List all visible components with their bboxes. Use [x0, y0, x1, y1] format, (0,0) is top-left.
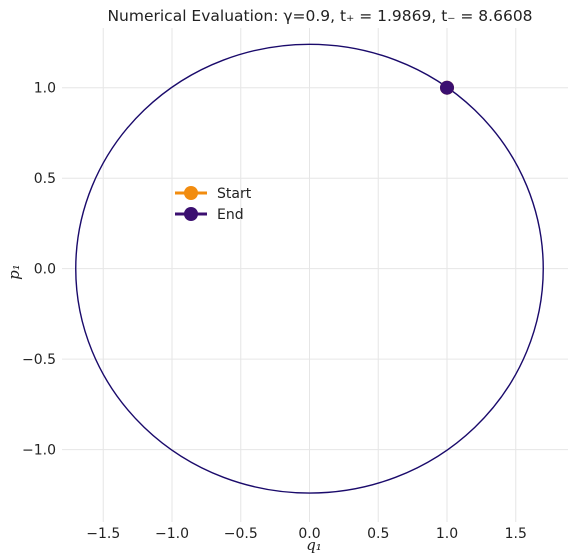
y-tick-label: 1.0	[34, 81, 56, 97]
legend-start-marker	[184, 186, 198, 200]
y-tick-label: −0.5	[22, 352, 56, 368]
tick-labels: −1.5 −1.0 −0.5 0.0 0.5 1.0 1.5 −1.0 −0.5 0.0 0.5 1.…	[22, 81, 527, 542]
legend-start-label: Start	[217, 186, 252, 202]
trajectory-line	[75, 43, 544, 494]
y-tick-label: −1.0	[22, 443, 56, 459]
y-axis-label: p₁	[5, 264, 23, 280]
chart-title: Numerical Evaluation: γ=0.9, t₊ = 1.9869…	[107, 7, 532, 25]
legend-end-marker	[184, 207, 198, 221]
x-tick-label: 1.0	[436, 526, 458, 542]
trajectory-layer	[75, 43, 544, 494]
y-tick-label: 0.0	[34, 262, 56, 278]
marker-layer	[440, 80, 454, 95]
x-tick-label: 0.5	[367, 526, 389, 542]
x-tick-label: −1.5	[86, 526, 120, 542]
grid	[62, 28, 568, 522]
x-tick-label: −0.5	[224, 526, 258, 542]
legend: Start End	[175, 186, 252, 223]
x-axis-label: q₁	[306, 536, 322, 554]
x-tick-label: 1.5	[505, 526, 527, 542]
x-tick-label: 0.0	[298, 526, 320, 542]
end-marker	[440, 80, 454, 95]
y-tick-label: 0.5	[34, 171, 56, 187]
x-tick-label: −1.0	[155, 526, 189, 542]
legend-end-label: End	[217, 207, 244, 223]
